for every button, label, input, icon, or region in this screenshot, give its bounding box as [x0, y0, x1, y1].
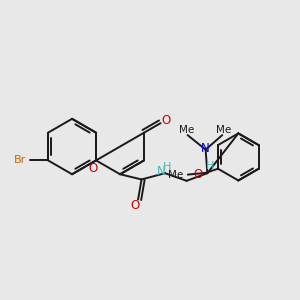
- Text: O: O: [194, 168, 203, 181]
- Text: Me: Me: [178, 125, 194, 135]
- Text: O: O: [89, 161, 98, 175]
- Text: H: H: [163, 162, 171, 172]
- Text: H: H: [206, 160, 214, 171]
- Text: Me: Me: [216, 125, 231, 135]
- Text: N: N: [157, 165, 166, 178]
- Text: N: N: [201, 142, 210, 155]
- Text: Me: Me: [168, 169, 184, 180]
- Text: Br: Br: [14, 155, 26, 165]
- Text: O: O: [161, 113, 171, 127]
- Text: O: O: [131, 199, 140, 212]
